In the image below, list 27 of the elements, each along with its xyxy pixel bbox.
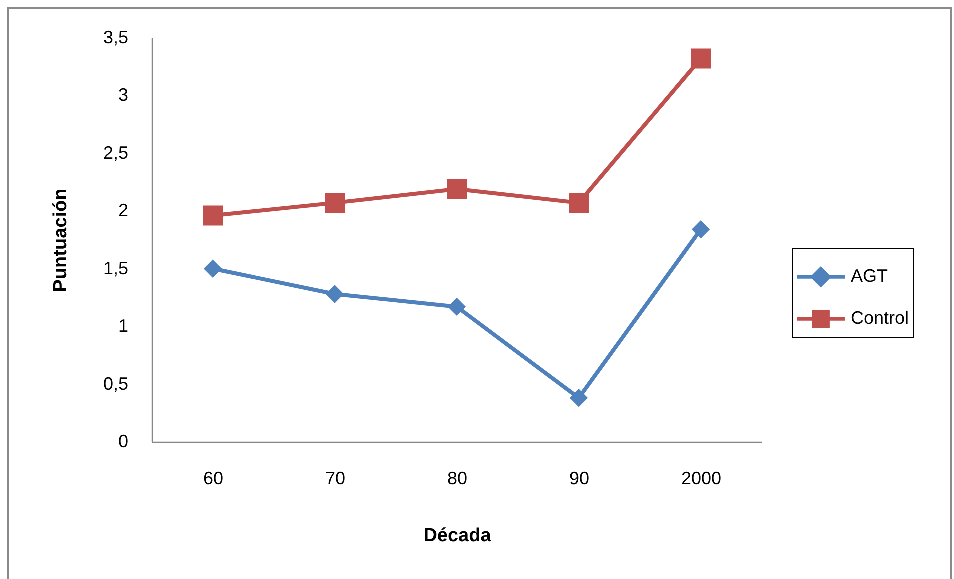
point	[326, 285, 344, 304]
y-tick-label: 2,5	[103, 142, 128, 163]
x-tick-label: 60	[203, 468, 224, 488]
y-axis-title: Puntuación	[50, 188, 72, 292]
x-axis-title: Década	[424, 526, 492, 546]
point	[691, 48, 711, 69]
x-tick-label: 90	[569, 468, 590, 488]
x-tick-label: 80	[447, 468, 468, 488]
legend-label: AGT	[851, 266, 888, 286]
point	[569, 193, 589, 214]
point	[447, 179, 467, 200]
point	[448, 298, 466, 316]
point	[570, 389, 588, 408]
y-tick-label: 3	[118, 85, 128, 106]
x-tick-label: 70	[325, 468, 346, 488]
y-tick-label: 3,5	[103, 28, 128, 48]
point	[203, 206, 223, 226]
point	[325, 193, 345, 214]
y-tick-label: 0	[118, 432, 128, 452]
y-tick-label: 1,5	[103, 258, 128, 278]
legend-label: Control	[851, 308, 910, 328]
y-tick-label: 1	[118, 316, 128, 336]
x-tick-label: 2000	[681, 468, 722, 488]
point	[692, 220, 710, 239]
y-tick-label: 0,5	[103, 374, 128, 394]
y-tick-label: 2	[118, 200, 128, 221]
point	[204, 260, 222, 278]
